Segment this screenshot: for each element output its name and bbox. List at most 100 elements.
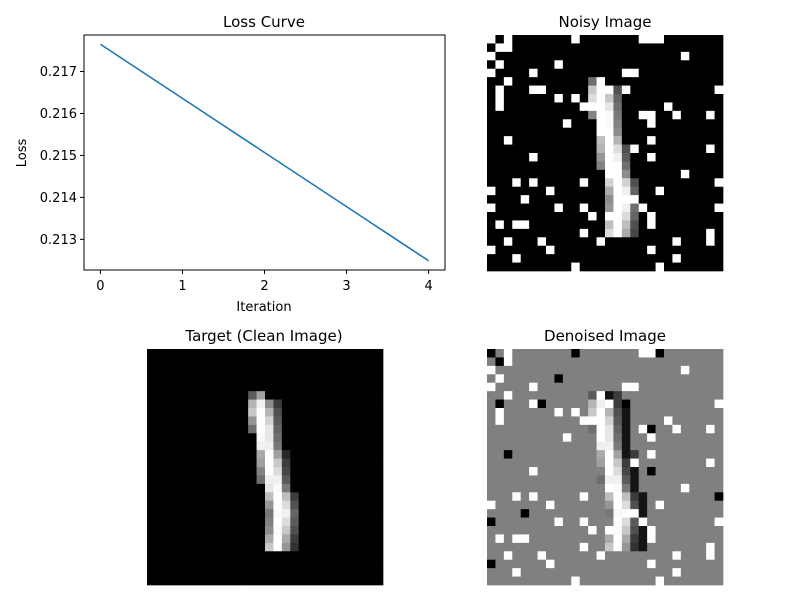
pixel-cell (172, 500, 182, 510)
pixel-cell (697, 178, 707, 188)
pixel-cell (596, 178, 606, 188)
pixel-cell (340, 509, 350, 518)
pixel-cell (655, 144, 665, 154)
pixel-cell (487, 424, 496, 434)
pixel-cell (265, 475, 274, 485)
pixel-cell (163, 365, 173, 375)
pixel-cell (613, 433, 623, 443)
pixel-cell (298, 416, 308, 426)
pixel-cell (529, 424, 538, 434)
pixel-cell (689, 203, 699, 213)
pixel-cell (281, 441, 291, 451)
pixel-cell (172, 509, 182, 518)
pixel-cell (621, 262, 631, 272)
pixel-cell (562, 526, 572, 535)
pixel-cell (680, 500, 690, 510)
pixel-cell (239, 441, 249, 451)
pixel-cell (630, 262, 640, 272)
pixel-cell (155, 365, 165, 375)
pixel-cell (655, 153, 665, 162)
pixel-cell (349, 475, 359, 485)
pixel-cell (487, 144, 496, 154)
pixel-cell (349, 576, 359, 586)
pixel-cell (180, 450, 190, 459)
pixel-cell (697, 492, 707, 502)
pixel-cell (503, 60, 513, 70)
pixel-cell (366, 542, 375, 552)
pixel-cell (487, 542, 496, 552)
pixel-cell (512, 416, 522, 426)
pixel-cell (248, 467, 257, 476)
y-tick-label: 0.216 (40, 107, 77, 122)
pixel-cell (366, 576, 375, 586)
pixel-cell (647, 68, 656, 78)
pixel-cell (495, 203, 505, 213)
pixel-cell (605, 542, 614, 552)
pixel-cell (222, 483, 232, 493)
pixel-cell (487, 153, 496, 162)
pixel-cell (503, 399, 513, 409)
pixel-cell (613, 509, 623, 518)
pixel-cell (256, 441, 266, 451)
pixel-cell (588, 483, 597, 493)
pixel-cell (315, 416, 325, 426)
pixel-cell (621, 391, 631, 400)
pixel-cell (680, 144, 690, 154)
pixel-cell (222, 492, 232, 502)
pixel-cell (689, 492, 699, 502)
x-tick-label: 4 (424, 279, 432, 294)
pixel-cell (621, 408, 631, 417)
pixel-cell (579, 35, 589, 44)
pixel-cell (155, 559, 165, 569)
pixel-cell (672, 161, 682, 171)
pixel-cell (546, 416, 555, 426)
pixel-cell (520, 60, 530, 70)
pixel-cell (638, 35, 648, 44)
pixel-cell (571, 458, 581, 468)
pixel-cell (256, 433, 266, 443)
pixel-cell (579, 220, 589, 230)
pixel-cell (298, 576, 308, 586)
pixel-cell (588, 433, 597, 443)
pixel-cell (520, 195, 530, 204)
pixel-cell (503, 237, 513, 247)
pixel-cell (487, 391, 496, 400)
pixel-cell (307, 500, 316, 510)
pixel-cell (554, 169, 564, 179)
pixel-cell (222, 534, 232, 544)
pixel-cell (172, 408, 182, 417)
pixel-cell (697, 399, 707, 409)
pixel-cell (222, 365, 232, 375)
pixel-cell (239, 357, 249, 367)
pixel-cell (554, 433, 564, 443)
pixel-cell (537, 399, 547, 409)
pixel-cell (596, 424, 606, 434)
pixel-cell (248, 399, 257, 409)
pixel-cell (664, 399, 673, 409)
pixel-cell (562, 349, 572, 358)
pixel-cell (605, 169, 614, 179)
pixel-cell (239, 365, 249, 375)
pixel-cell (605, 94, 614, 103)
pixel-cell (647, 203, 656, 213)
pixel-cell (503, 551, 513, 561)
pixel-cell (689, 391, 699, 400)
pixel-cell (647, 195, 656, 204)
pixel-cell (307, 576, 316, 586)
pixel-cell (613, 136, 623, 145)
pixel-cell (256, 483, 266, 493)
pixel-cell (520, 144, 530, 154)
pixel-cell (706, 416, 715, 426)
pixel-cell (613, 228, 623, 238)
pixel-cell (554, 178, 564, 188)
pixel-cell (664, 458, 673, 468)
pixel-cell (529, 228, 538, 238)
pixel-cell (706, 195, 715, 204)
pixel-cell (357, 382, 367, 392)
pixel-cell (579, 43, 589, 53)
pixel-cell (647, 576, 656, 586)
pixel-cell (307, 365, 316, 375)
pixel-cell (248, 568, 257, 577)
pixel-cell (638, 195, 648, 204)
pixel-cell (655, 195, 665, 204)
